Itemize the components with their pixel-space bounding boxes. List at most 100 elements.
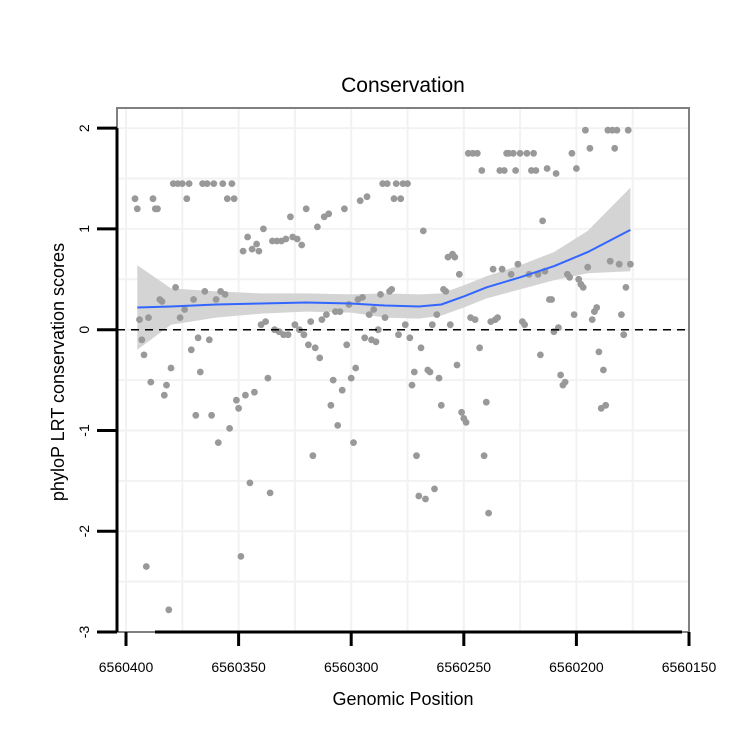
- data-point: [494, 314, 501, 321]
- data-point: [428, 321, 436, 329]
- data-point: [611, 144, 619, 152]
- data-point: [282, 235, 290, 243]
- data-point: [586, 144, 594, 152]
- data-point: [235, 404, 243, 412]
- data-point: [568, 149, 576, 157]
- data-point: [352, 364, 360, 372]
- data-point: [615, 260, 623, 268]
- data-point: [401, 321, 409, 329]
- x-tick-label: 6560300: [324, 659, 379, 675]
- data-point: [512, 167, 519, 174]
- data-point: [570, 311, 578, 318]
- data-point: [266, 489, 274, 497]
- data-point: [627, 260, 634, 268]
- data-point: [365, 311, 373, 318]
- data-point: [595, 348, 603, 356]
- data-point: [622, 284, 630, 291]
- data-point: [471, 316, 479, 323]
- data-point: [214, 439, 222, 446]
- x-tick-label: 6560400: [99, 659, 154, 675]
- data-point: [251, 388, 258, 396]
- data-point: [437, 401, 445, 409]
- data-point: [451, 253, 459, 261]
- confidence-ribbon: [137, 187, 631, 350]
- data-point: [509, 149, 517, 157]
- data-point: [334, 422, 342, 429]
- data-point: [593, 304, 601, 311]
- data-point: [442, 288, 450, 295]
- data-point: [300, 331, 308, 339]
- data-point: [417, 344, 425, 352]
- data-point: [618, 311, 625, 318]
- data-point: [187, 346, 195, 354]
- data-point: [410, 368, 418, 376]
- data-point: [190, 296, 198, 303]
- data-point: [473, 149, 481, 157]
- data-point: [381, 314, 389, 321]
- x-tick-label: 6560250: [437, 659, 492, 675]
- data-point: [338, 386, 346, 394]
- data-point: [242, 391, 249, 399]
- x-tick-label: 6560350: [211, 659, 266, 675]
- y-tick-label: -1: [76, 424, 92, 437]
- data-point: [370, 306, 378, 313]
- data-point: [228, 180, 236, 188]
- data-point: [226, 425, 234, 432]
- data-point: [183, 195, 191, 203]
- data-point: [476, 344, 483, 352]
- data-point: [316, 354, 324, 362]
- data-point: [523, 149, 531, 157]
- data-point: [489, 265, 497, 273]
- data-point: [383, 180, 391, 188]
- data-point: [422, 495, 429, 503]
- data-point: [347, 374, 355, 382]
- data-point: [485, 509, 492, 517]
- data-point: [498, 265, 506, 273]
- data-point: [374, 326, 382, 334]
- data-point: [453, 361, 461, 369]
- data-point: [239, 247, 247, 255]
- data-point: [194, 334, 202, 342]
- data-point: [532, 167, 540, 174]
- data-point: [500, 167, 508, 174]
- data-point: [392, 180, 400, 188]
- y-tick-label: 0: [76, 326, 92, 334]
- data-point: [142, 563, 150, 570]
- data-point: [176, 314, 184, 321]
- data-point: [185, 180, 193, 188]
- data-point: [336, 308, 344, 315]
- data-point: [165, 606, 173, 614]
- data-point: [390, 195, 398, 203]
- data-point: [318, 316, 326, 323]
- data-point: [145, 314, 152, 321]
- data-point: [133, 205, 141, 213]
- data-point: [462, 419, 470, 426]
- data-point: [221, 291, 229, 298]
- data-point: [255, 247, 263, 255]
- data-point: [426, 368, 434, 376]
- data-point: [361, 334, 369, 342]
- data-point: [557, 371, 564, 379]
- data-point: [480, 452, 488, 460]
- data-point: [413, 452, 420, 460]
- data-point: [419, 227, 427, 235]
- data-point: [305, 341, 312, 349]
- data-point: [203, 180, 211, 188]
- data-point: [406, 334, 414, 342]
- data-point: [584, 263, 592, 271]
- data-points: [131, 126, 634, 614]
- data-point: [196, 368, 204, 376]
- data-point: [363, 193, 371, 201]
- y-axis-label: phyloP LRT conservation scores: [48, 243, 68, 501]
- data-point: [307, 318, 315, 325]
- data-point: [136, 316, 143, 323]
- data-point: [327, 401, 335, 409]
- data-point: [138, 336, 146, 344]
- data-point: [521, 321, 528, 329]
- data-point: [624, 126, 632, 134]
- data-point: [579, 284, 587, 291]
- data-point: [620, 331, 628, 339]
- data-point: [561, 378, 569, 386]
- data-point: [431, 485, 438, 493]
- data-point: [613, 126, 621, 134]
